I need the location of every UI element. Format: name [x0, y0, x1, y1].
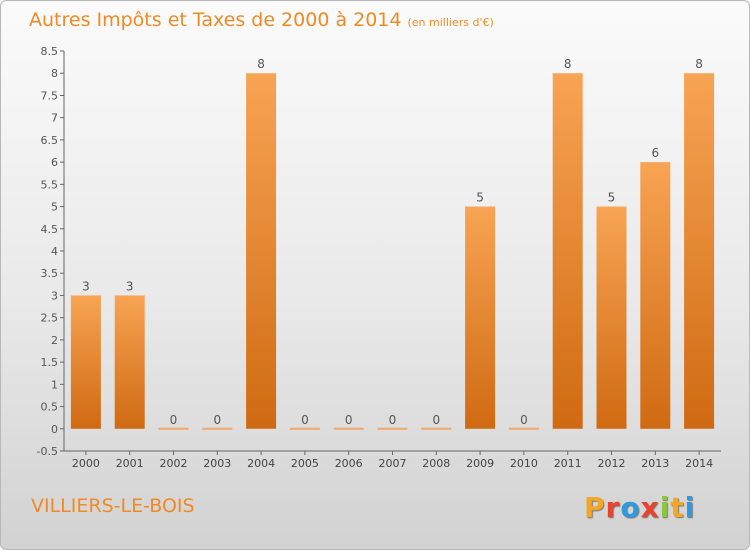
y-tick-label: 8.5 [41, 45, 59, 58]
y-tick-label: 3 [51, 289, 58, 302]
x-tick-label: 2005 [291, 457, 319, 470]
data-label: 0 [520, 413, 528, 427]
bar [640, 162, 671, 429]
chart-axes: -0.5 0 0.5 1 1.5 2 2.5 3 3.5 4 4.5 5 5.5 6 6.5 7 7.5 8 8.5 [37, 45, 721, 458]
bar [421, 427, 452, 430]
logo-letter: o [620, 491, 641, 524]
y-tick-label: 2.5 [41, 312, 59, 325]
bar [70, 295, 101, 429]
chart-title-text: Autres Impôts et Taxes de 2000 à 2014 [29, 9, 402, 31]
y-tick-label: 0.5 [41, 401, 59, 414]
y-tick-label: 1 [51, 378, 58, 391]
bar [289, 427, 320, 430]
chart-title: Autres Impôts et Taxes de 2000 à 2014 (en… [29, 9, 494, 31]
logo-letter: i [659, 491, 671, 524]
data-label: 8 [257, 57, 265, 71]
y-tick-label: 7 [51, 112, 58, 125]
data-label: 0 [170, 413, 178, 427]
data-label: 0 [432, 413, 440, 427]
data-label: 3 [126, 279, 134, 293]
data-label: 0 [213, 413, 221, 427]
bar [684, 73, 715, 429]
chart-bars [70, 73, 715, 430]
bar [202, 427, 233, 430]
bar [333, 427, 364, 430]
x-tick-label: 2007 [379, 457, 407, 470]
data-label: 8 [695, 57, 703, 71]
chart-labels: 3 2000 3 2001 0 2002 0 2003 8 2004 0 2005 0 2006 0 2007… [72, 57, 713, 470]
x-tick-label: 2003 [203, 457, 231, 470]
y-tick-label: 5.5 [41, 178, 59, 191]
y-tick-label: 6.5 [41, 134, 59, 147]
bar [596, 206, 627, 429]
town-name: VILLIERS-LE-BOIS [31, 495, 195, 517]
y-tick-label: 0 [51, 423, 58, 436]
x-tick-label: 2012 [598, 457, 626, 470]
data-label: 5 [476, 191, 484, 205]
bar [158, 427, 189, 430]
data-label: 6 [651, 146, 659, 160]
x-tick-label: 2000 [72, 457, 100, 470]
x-tick-label: 2006 [335, 457, 363, 470]
bar [508, 427, 539, 430]
data-label: 8 [564, 57, 572, 71]
y-tick-label: 4.5 [41, 223, 59, 236]
y-tick-label: 2 [51, 334, 58, 347]
logo-letter: t [670, 491, 685, 524]
x-tick-label: 2001 [116, 457, 144, 470]
bar [377, 427, 408, 430]
bar [246, 73, 277, 429]
data-label: 0 [345, 413, 353, 427]
logo-letter: x [640, 491, 660, 524]
chart-subtitle: (en milliers d'€) [407, 16, 494, 29]
x-tick-label: 2010 [510, 457, 538, 470]
x-tick-label: 2008 [422, 457, 450, 470]
y-tick-label: 1.5 [41, 356, 59, 369]
data-label: 0 [389, 413, 397, 427]
y-tick-label: 8 [51, 67, 58, 80]
y-tick-label: 7.5 [41, 89, 59, 102]
y-tick-label: 3.5 [41, 267, 59, 280]
x-tick-label: 2011 [554, 457, 582, 470]
bar [552, 73, 583, 429]
x-tick-label: 2013 [641, 457, 669, 470]
logo-letter: P [584, 491, 606, 524]
y-tick-label: 4 [51, 245, 58, 258]
logo-letter: r [605, 491, 621, 524]
bar [114, 295, 145, 429]
data-label: 5 [608, 191, 616, 205]
logo-letter: i [684, 491, 696, 524]
data-label: 3 [82, 279, 90, 293]
y-tick-label: -0.5 [37, 445, 58, 458]
proxiti-logo: Proxiti [584, 491, 695, 524]
y-tick-label: 6 [51, 156, 58, 169]
x-tick-label: 2014 [685, 457, 713, 470]
y-tick-label: 5 [51, 201, 58, 214]
data-label: 0 [301, 413, 309, 427]
bar [465, 206, 496, 429]
x-tick-label: 2002 [160, 457, 188, 470]
x-tick-label: 2009 [466, 457, 494, 470]
x-tick-label: 2004 [247, 457, 275, 470]
